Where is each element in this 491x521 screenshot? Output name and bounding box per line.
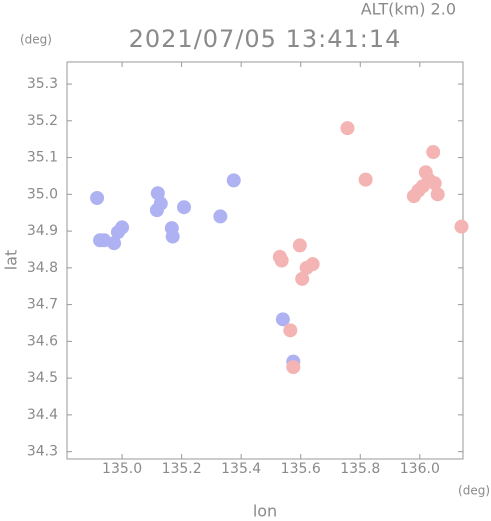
echo [427,176,442,191]
y-tick-label: 34.5 [27,370,58,386]
echo [115,220,130,235]
x-tick-label: 135.2 [162,461,202,477]
echo [283,323,298,338]
y-tick-label: 34.3 [27,444,58,460]
chart-title: 2021/07/05 13:41:14 [129,25,402,53]
x-label: lon [253,502,277,521]
y-tick-label: 34.7 [27,297,58,313]
y-tick-label: 34.4 [27,407,58,423]
y-unit: (deg) [20,33,52,47]
subtitle: ALT(km) 2.0 [361,0,456,19]
x-tick-label: 135.8 [340,461,380,477]
y-tick-label: 35.1 [27,150,58,166]
echo [286,360,301,375]
echo [272,249,287,264]
x-tick-label: 135.4 [221,461,261,477]
echo [454,219,469,234]
x-tick-label: 135.6 [281,461,321,477]
x-unit: (deg) [458,484,490,498]
y-tick-label: 35.2 [27,113,58,129]
echo [411,183,426,198]
y-label: lat [2,250,21,271]
echo [226,173,241,188]
y-tick-label: 34.8 [27,260,58,276]
echo [153,196,168,211]
echo [107,236,122,251]
plot-frame [66,61,464,460]
echo [292,238,307,253]
echo [295,271,310,286]
y-tick-label: 35.3 [27,76,58,92]
echo [213,209,228,224]
echo [305,257,320,272]
x-tick-label: 136.0 [400,461,440,477]
echo [418,165,433,180]
x-tick-label: 135.0 [102,461,142,477]
echo [275,312,290,327]
y-tick-label: 35.0 [27,186,58,202]
echo [177,200,192,215]
echo [340,121,355,136]
echo [426,145,441,160]
y-tick-label: 34.9 [27,223,58,239]
echo [90,191,105,206]
y-tick-label: 34.6 [27,333,58,349]
echo [358,172,373,187]
echo [430,187,445,202]
echo [165,229,180,244]
